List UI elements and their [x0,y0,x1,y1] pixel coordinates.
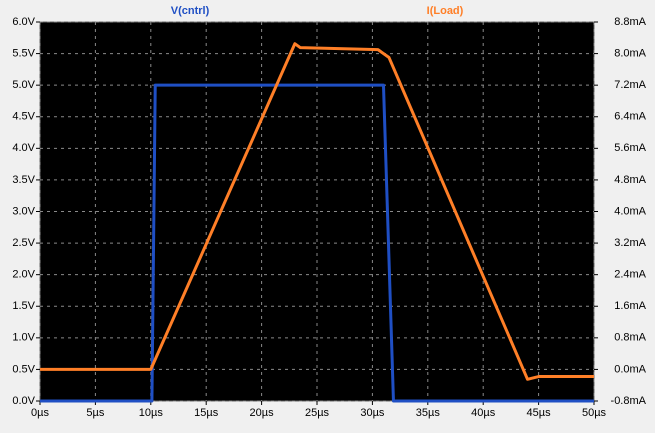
y-tick-label: 3.0V [12,205,35,217]
y2-tick-label: 6.4mA [614,111,646,123]
y2-tick-label: 4.0mA [614,205,646,217]
y-tick-label: 0.5V [12,363,35,375]
x-tick-label: 45µs [527,407,552,419]
x-tick-label: 0µs [31,407,49,419]
series-line [40,83,594,403]
legend-entry: I(Load) [427,5,464,17]
x-tick-label: 25µs [305,407,330,419]
y-tick-label: 1.5V [12,300,35,312]
y-tick-label: 1.0V [12,332,35,344]
y2-tick-label: 8.0mA [614,47,646,59]
x-tick-label: 5µs [86,407,104,419]
x-tick-label: 40µs [471,407,496,419]
x-tick-label: 20µs [250,407,275,419]
y2-tick-label: 2.4mA [614,269,646,281]
y2-tick-label: 3.2mA [614,237,646,249]
y-tick-label: 6.0V [12,16,35,28]
y-tick-label: 3.5V [12,174,35,186]
legend-entry: V(cntrl) [171,5,210,17]
y-tick-label: 5.5V [12,47,35,59]
y2-tick-label: -0.8mA [611,395,647,407]
x-tick-label: 35µs [416,407,441,419]
y-tick-label: 5.0V [12,79,35,91]
y2-tick-label: 5.6mA [614,142,646,154]
y2-tick-label: 4.8mA [614,174,646,186]
y-tick-label: 0.0V [12,395,35,407]
y2-tick-label: 7.2mA [614,79,646,91]
y2-tick-label: 8.8mA [614,16,646,28]
y2-tick-label: 0.8mA [614,332,646,344]
y-tick-label: 2.5V [12,237,35,249]
y2-tick-label: 0.0mA [614,363,646,375]
y2-tick-label: 1.6mA [614,300,646,312]
x-tick-label: 50µs [582,407,607,419]
x-tick-label: 10µs [139,407,164,419]
y-tick-label: 4.0V [12,142,35,154]
x-tick-label: 15µs [194,407,219,419]
series-line [40,42,594,381]
y-tick-label: 2.0V [12,269,35,281]
y-tick-label: 4.5V [12,111,35,123]
x-tick-label: 30µs [360,407,385,419]
